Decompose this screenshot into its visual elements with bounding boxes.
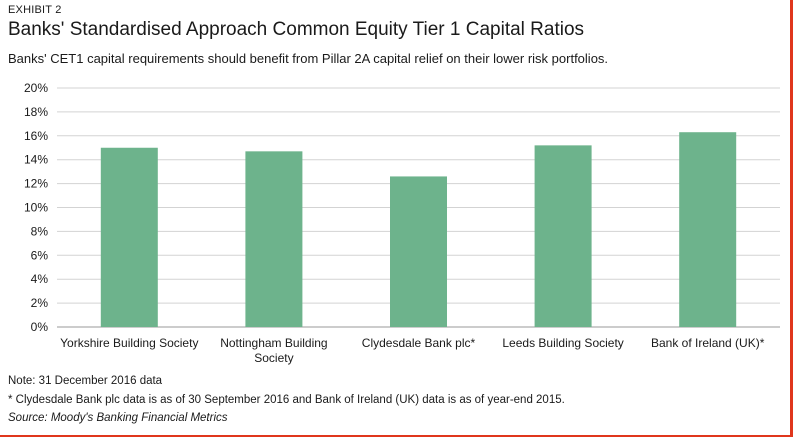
bar xyxy=(679,132,737,327)
y-tick-label: 20% xyxy=(24,81,48,95)
footnote-date: Note: 31 December 2016 data xyxy=(8,375,163,387)
bar xyxy=(390,176,447,327)
bar xyxy=(534,145,592,327)
y-tick-label: 12% xyxy=(24,177,48,191)
y-tick-label: 8% xyxy=(31,224,49,238)
y-tick-label: 2% xyxy=(31,296,49,310)
x-tick-label: Bank of Ireland (UK)* xyxy=(651,336,765,350)
accent-border-right xyxy=(790,0,793,437)
bar-chart: 0% 2% 4% 6% 8% 10% 12% 14% 16% 18% 20% Yorkshire Bu… xyxy=(24,81,780,365)
y-tick-label: 4% xyxy=(31,272,49,286)
chart-subtitle: Banks' CET1 capital requirements should … xyxy=(8,51,609,66)
y-tick-label: 18% xyxy=(24,105,48,119)
footnote-asterisk: * Clydesdale Bank plc data is as of 30 S… xyxy=(8,394,565,406)
accent-border-bottom xyxy=(0,435,793,437)
y-tick-label: 10% xyxy=(24,201,48,215)
y-tick-label: 0% xyxy=(31,320,49,334)
x-tick-label: Clydesdale Bank plc* xyxy=(362,336,476,350)
x-tick-label: Nottingham Building Society xyxy=(220,336,327,365)
y-tick-label: 14% xyxy=(24,153,48,167)
chart-title: Banks' Standardised Approach Common Equi… xyxy=(8,19,585,40)
x-tick-label: Yorkshire Building Society xyxy=(60,336,198,350)
exhibit-label: EXHIBIT 2 xyxy=(8,4,62,16)
y-tick-label: 6% xyxy=(31,248,49,262)
bar xyxy=(245,151,303,327)
source-note: Source: Moody's Banking Financial Metric… xyxy=(8,412,228,424)
x-tick-label: Leeds Building Society xyxy=(502,336,623,350)
y-tick-label: 16% xyxy=(24,129,48,143)
bar xyxy=(100,147,158,327)
